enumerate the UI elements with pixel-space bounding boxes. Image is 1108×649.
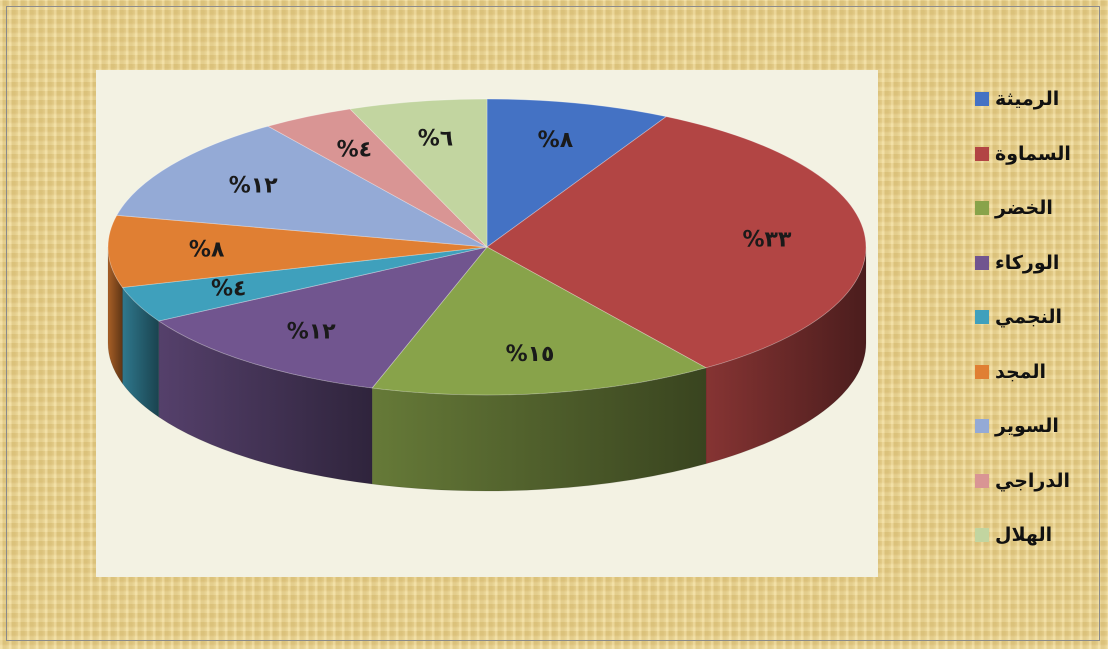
pie-slice-8 [266,108,488,248]
legend-label: الهلال [995,524,1053,546]
data-label-8: %٤ [337,138,372,163]
plot-area: %٨ %٣٣ %١٥ %١٢ %٤ %٨ %١٢ %٤ %٦ [96,70,878,577]
pie-slice-1 [486,98,668,248]
pie-slice-2 [486,116,867,369]
legend-swatch [975,310,989,324]
legend-label: الوركاء [995,251,1060,274]
legend-item: السوير [975,413,1090,439]
outer-frame [6,6,1100,641]
legend-item: الخضر [975,195,1090,221]
data-label-5: %٤ [211,277,246,302]
legend-label: السماوة [995,142,1071,165]
data-label-3: %١٥ [506,342,555,367]
legend-label: الدراجي [995,469,1070,492]
legend-label: الرميثة [995,88,1060,110]
pie-slice-9 [349,98,488,248]
legend-item: السماوة [975,141,1090,167]
legend-swatch [975,528,989,542]
legend-swatch [975,419,989,433]
legend-label: المجد [995,360,1047,383]
legend-item: النجمي [975,304,1090,330]
data-label-1: %٨ [538,128,574,153]
data-label-6: %٨ [189,237,225,262]
legend-swatch [975,364,989,379]
pie-chart: %٨ %٣٣ %١٥ %١٢ %٤ %٨ %١٢ %٤ %٦ [107,98,867,492]
data-label-2: %٣٣ [742,227,791,252]
legend-label: النجمي [995,306,1063,328]
legend-item: الوركاء [975,250,1090,276]
legend-label: الخضر [995,197,1053,219]
legend-item: الدراجي [975,468,1090,494]
data-label-9: %٦ [418,126,453,151]
legend-item: الرميثة [975,86,1090,112]
pie-slice-4 [157,246,489,389]
legend-swatch [975,473,989,488]
legend-label: السوير [995,415,1059,437]
data-label-7: %١٢ [229,174,278,199]
legend-swatch [975,201,989,215]
data-label-4: %١٢ [287,319,336,344]
pie-slice-6 [107,214,488,288]
pie-slice-5 [121,246,488,322]
legend-item: الهلال [975,522,1090,548]
legend-swatch [975,92,989,106]
legend-item: المجد [975,359,1090,385]
legend-swatch [975,146,989,161]
pie-slice-7 [116,125,488,248]
legend-swatch [975,255,989,270]
legend: الرميثة السماوة الخضر الوركاء النجمي المجد الس… [975,86,1090,577]
pie-slice-3 [371,246,708,396]
